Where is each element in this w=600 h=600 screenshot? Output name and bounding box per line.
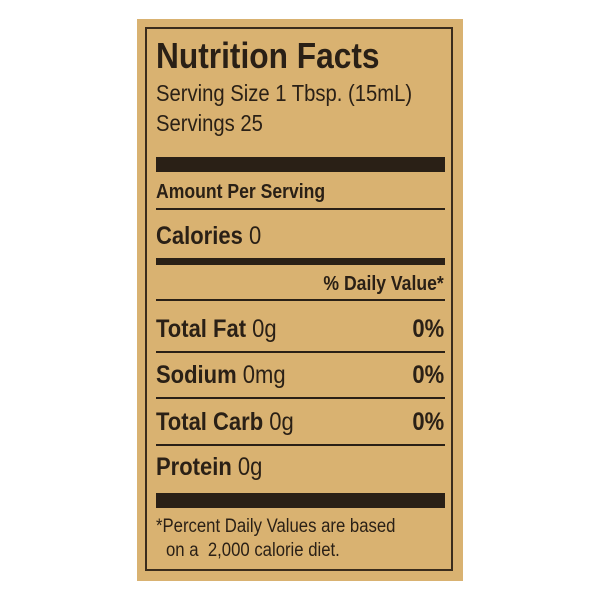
footnote-line-1: *Percent Daily Values are based <box>156 516 396 537</box>
nutrient-amount: 0g <box>252 315 277 343</box>
divider <box>156 351 445 353</box>
nutrient-row-total-carb: Total Carb 0g <box>156 408 294 437</box>
calories-row: Calories 0 <box>156 222 261 251</box>
nutrient-label: Total Carb <box>156 408 264 436</box>
nutrient-dv: 0% <box>412 315 444 343</box>
divider <box>156 444 445 446</box>
nutrient-dv: 0% <box>412 361 444 389</box>
nutrient-label: Protein <box>156 453 232 481</box>
thick-divider <box>156 493 445 508</box>
nutrient-label: Total Fat <box>156 315 247 343</box>
nutrient-amount: 0g <box>237 453 263 481</box>
divider <box>156 397 445 399</box>
nutrient-amount: 0mg <box>242 361 286 389</box>
medium-divider <box>156 258 445 265</box>
daily-value-header: % Daily Value* <box>323 273 444 295</box>
serving-size: Serving Size 1 Tbsp. (15mL) <box>156 80 413 106</box>
nutrition-label: Nutrition Facts Serving Size 1 Tbsp. (15… <box>137 19 463 581</box>
calories-value: 0 <box>248 222 262 250</box>
nutrient-amount: 0g <box>269 408 294 436</box>
footnote-line-2: on a 2,000 calorie diet. <box>166 540 340 561</box>
nutrient-row-sodium: Sodium 0mg <box>156 361 286 390</box>
nutrient-row-total-fat: Total Fat 0g <box>156 315 277 344</box>
nutrient-row-protein: Protein 0g <box>156 453 262 482</box>
calories-label: Calories <box>156 222 243 250</box>
divider <box>156 208 445 210</box>
servings: Servings 25 <box>156 110 263 136</box>
nutrient-dv: 0% <box>412 408 444 436</box>
title: Nutrition Facts <box>156 35 380 76</box>
label-border <box>145 27 453 571</box>
divider <box>156 299 445 301</box>
nutrient-label: Sodium <box>156 361 237 389</box>
amount-per-serving: Amount Per Serving <box>156 181 326 203</box>
thick-divider <box>156 157 445 172</box>
